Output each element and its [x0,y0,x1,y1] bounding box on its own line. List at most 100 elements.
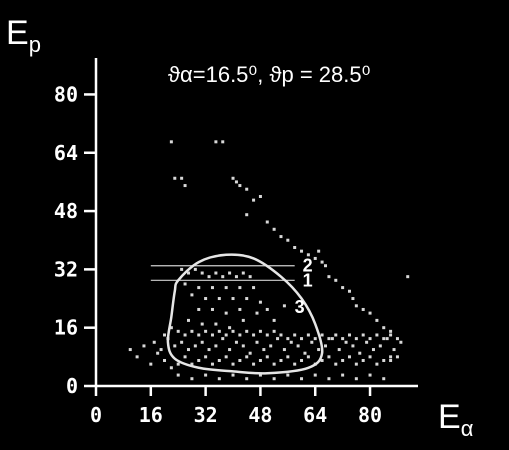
data-point [210,286,214,290]
x-tick-label: 64 [303,403,327,427]
data-point [347,333,351,337]
data-point [217,377,221,381]
data-point [347,355,351,359]
data-point [207,348,211,352]
data-point [224,286,228,290]
data-point [279,235,283,239]
data-point [258,194,262,198]
data-point [385,337,389,341]
data-point [265,307,269,311]
data-point [265,333,269,337]
data-point [296,344,300,348]
data-point [190,377,194,381]
x-tick-label: 32 [194,403,218,427]
data-point [272,362,276,366]
data-point [306,355,310,359]
data-point [128,348,132,352]
data-point [358,351,362,355]
data-point [303,351,307,355]
data-point [231,329,235,333]
data-point [183,355,187,359]
y-tick-label: 32 [54,257,78,281]
data-point [231,297,235,301]
data-point [252,286,256,290]
data-point [169,366,173,370]
data-point [272,377,276,381]
data-point [231,176,235,180]
data-point [286,373,290,377]
data-point [156,351,160,355]
data-point [159,348,163,352]
data-point [282,348,286,352]
x-tick-label: 0 [90,403,102,427]
y-ticks: 0 16 32 48 64 80 [54,82,96,398]
data-point [327,355,331,359]
data-point [324,344,328,348]
data-point [197,358,201,362]
data-point [293,362,297,366]
data-point [245,213,249,217]
data-point [293,333,297,337]
data-point [375,362,379,366]
data-point [241,344,245,348]
data-point [276,337,280,341]
data-point [210,362,214,366]
data-point [186,348,190,352]
data-point [231,373,235,377]
data-point [389,358,393,362]
data-point [238,358,242,362]
data-point [221,275,225,279]
data-point [382,337,386,341]
data-point [176,362,180,366]
data-point [286,238,290,242]
data-point [149,362,153,366]
data-point [389,355,393,359]
data-point [234,180,238,184]
data-point [351,297,355,301]
data-point [334,333,338,337]
data-point [252,333,256,337]
data-point [190,329,194,333]
data-point [217,297,221,301]
data-point [245,377,249,381]
data-point [224,333,228,337]
data-point [351,344,355,348]
data-point [317,348,321,352]
data-point [272,318,276,322]
y-tick-label: 80 [54,82,78,106]
data-point [245,187,249,191]
data-point [245,329,249,333]
y-tick-label: 64 [54,141,78,165]
data-point [200,271,204,275]
horizontal-bands [150,265,295,281]
data-point [286,337,290,341]
data-point [169,140,173,144]
data-point [241,318,245,322]
data-point [255,311,259,315]
data-point [152,340,156,344]
data-point [255,340,259,344]
data-point [238,286,242,290]
data-point [204,355,208,359]
data-point [176,329,180,333]
data-point [238,184,242,188]
data-point [245,355,249,359]
data-point [341,337,345,341]
data-point [241,271,245,275]
y-tick-label: 0 [66,374,78,398]
data-point [375,318,379,322]
data-point [265,355,269,359]
data-points [128,140,410,381]
band-label: 1 [303,270,313,290]
data-point [341,373,345,377]
data-point [334,278,338,282]
data-point [368,337,372,341]
data-point [186,318,190,322]
data-point [378,344,382,348]
data-point [228,348,232,352]
x-ticks: 0 16 32 48 64 80 [90,386,382,427]
x-axis-title: Eα [438,398,474,441]
data-point [306,333,310,337]
data-point [347,289,351,293]
